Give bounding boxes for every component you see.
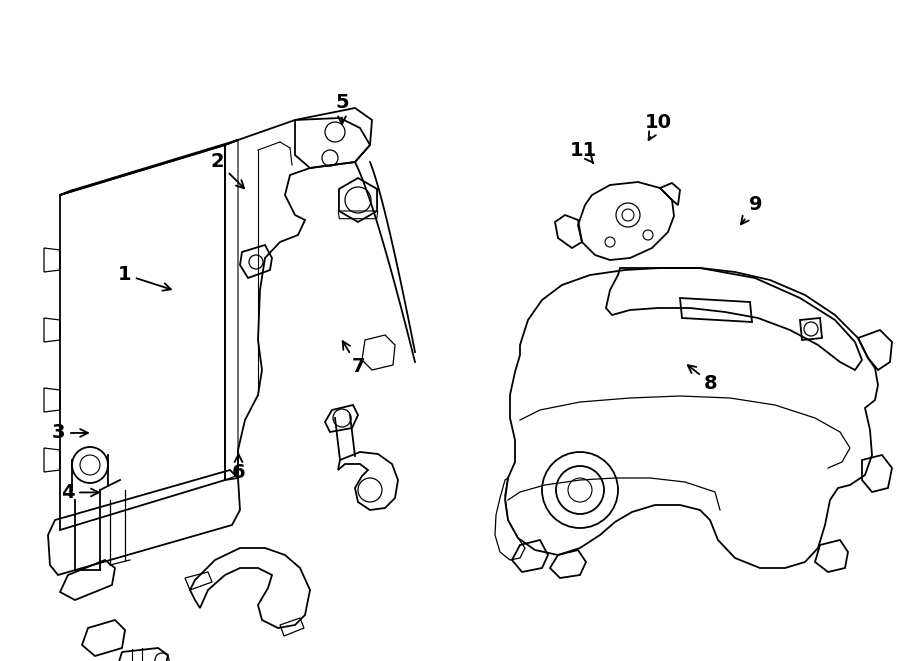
Text: 9: 9 (741, 196, 763, 224)
Text: 2: 2 (211, 153, 244, 188)
Text: 1: 1 (117, 265, 171, 291)
Text: 6: 6 (231, 454, 246, 482)
Text: 5: 5 (335, 93, 349, 124)
Text: 3: 3 (52, 424, 88, 442)
Text: 7: 7 (343, 341, 365, 376)
Text: 11: 11 (570, 141, 597, 163)
Text: 10: 10 (645, 113, 672, 140)
Text: 8: 8 (688, 365, 718, 393)
Text: 4: 4 (60, 483, 99, 502)
